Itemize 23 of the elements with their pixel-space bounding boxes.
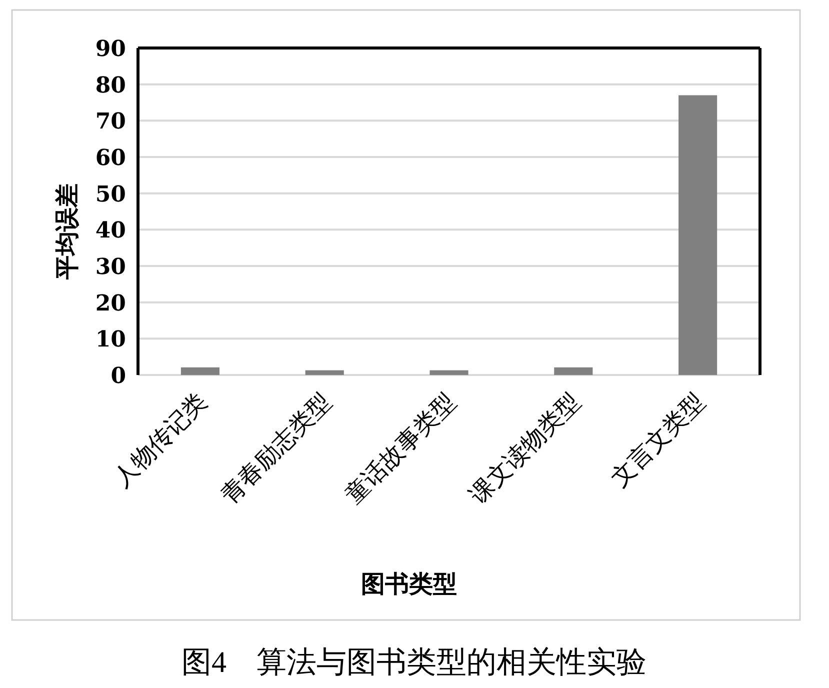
y-tick-label: 50 bbox=[95, 181, 126, 208]
bar bbox=[554, 367, 593, 375]
bar bbox=[180, 367, 220, 375]
x-tick-label: 青春励志类型 bbox=[216, 388, 337, 510]
caption: 图4 算法与图书类型的相关性实验 bbox=[182, 646, 646, 679]
bar bbox=[430, 370, 468, 375]
y-tick-label: 70 bbox=[95, 108, 126, 135]
bar bbox=[305, 370, 344, 375]
x-tick-label: 童话故事类型 bbox=[340, 388, 462, 510]
y-tick-label: 10 bbox=[95, 326, 126, 353]
y-tick-label: 40 bbox=[95, 218, 126, 244]
x-axis-title: 图书类型 bbox=[361, 571, 457, 598]
y-tick-label: 30 bbox=[95, 254, 126, 280]
y-tick-label: 90 bbox=[95, 36, 126, 62]
y-tick-label: 60 bbox=[95, 145, 126, 171]
y-tick-label: 0 bbox=[110, 363, 126, 389]
y-tick-label: 80 bbox=[95, 72, 126, 98]
bar bbox=[678, 95, 718, 375]
x-tick-label: 文言文类型 bbox=[606, 388, 710, 492]
y-tick-label: 20 bbox=[95, 290, 126, 316]
y-axis-title: 平均误差 bbox=[54, 184, 81, 280]
x-tick-label: 人物传记类 bbox=[108, 388, 212, 492]
x-tick-label: 课文读物类型 bbox=[464, 388, 586, 510]
